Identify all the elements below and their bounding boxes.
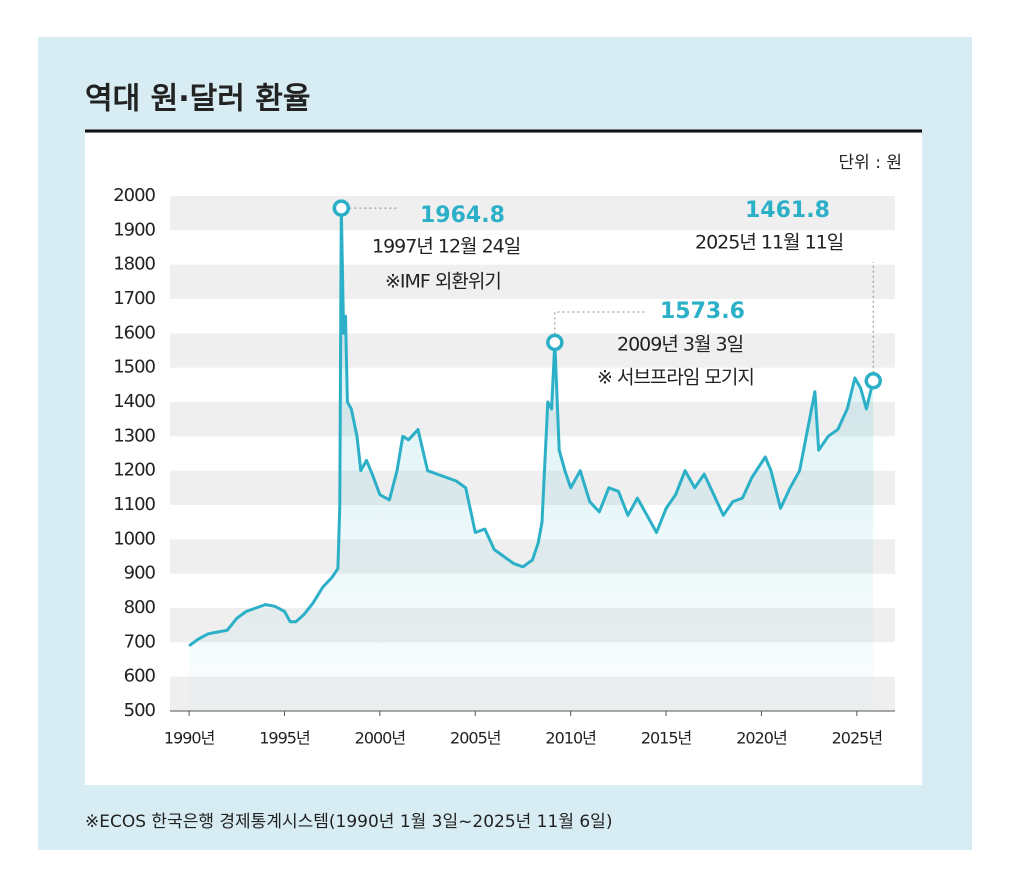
highlight-value: 1964.8: [420, 203, 505, 228]
x-tick-label: 1995년: [259, 729, 310, 748]
highlight-value: 1573.6: [660, 299, 745, 324]
area: [189, 208, 874, 711]
x-tick-label: 1990년: [164, 729, 215, 748]
highlight-date: 1997년 12월 24일: [372, 236, 520, 258]
y-tick-label: 1600: [113, 322, 155, 343]
x-tick-label: 2000년: [355, 729, 406, 748]
highlight-value: 1461.8: [745, 198, 830, 223]
y-tick-label: 700: [124, 631, 156, 652]
y-tick-label: 1400: [113, 391, 155, 412]
y-tick-label: 900: [124, 563, 156, 584]
chart-title: 역대 원·달러 환율: [85, 82, 311, 117]
y-tick-label: 1900: [113, 219, 155, 240]
highlight-marker: [864, 372, 882, 390]
y-tick-label: 2000: [113, 185, 155, 206]
grid-band: [170, 196, 895, 231]
highlight-note: ※ 서브프라임 모기지: [597, 367, 754, 389]
x-tick-label: 2020년: [736, 729, 787, 748]
unit: 단위 : 원: [839, 153, 902, 173]
highlight-marker: [546, 333, 564, 352]
y-tick-label: 1800: [113, 254, 155, 275]
y-tick-label: 500: [124, 700, 156, 721]
highlight-note: ※IMF 외환위기: [385, 271, 501, 293]
highlight-date: 2025년 11월 11일: [695, 232, 843, 254]
y-tick-label: 1700: [113, 288, 155, 309]
x-tick-label: 2010년: [545, 729, 596, 748]
y-tick-label: 1200: [113, 460, 155, 481]
source: ※ECOS 한국은행 경제통계시스템(1990년 1월 3일~2025년 11월…: [85, 812, 612, 832]
y-tick-label: 600: [124, 666, 156, 687]
grid-band: [170, 264, 895, 299]
highlight-marker: [332, 199, 351, 217]
x-tick-label: 2015년: [641, 729, 692, 748]
y-tick-label: 800: [124, 597, 156, 618]
x-tick-label: 2025년: [832, 729, 883, 748]
y-tick-label: 1100: [113, 494, 155, 515]
y-tick-label: 1000: [113, 528, 155, 549]
y-tick-label: 1300: [113, 425, 155, 446]
grid-band: [170, 402, 895, 437]
x-tick-label: 2005년: [450, 729, 501, 748]
highlight-date: 2009년 3월 3일: [617, 334, 743, 356]
y-tick-label: 1500: [113, 357, 155, 378]
line: [188, 206, 875, 648]
grid-band: [170, 333, 895, 368]
